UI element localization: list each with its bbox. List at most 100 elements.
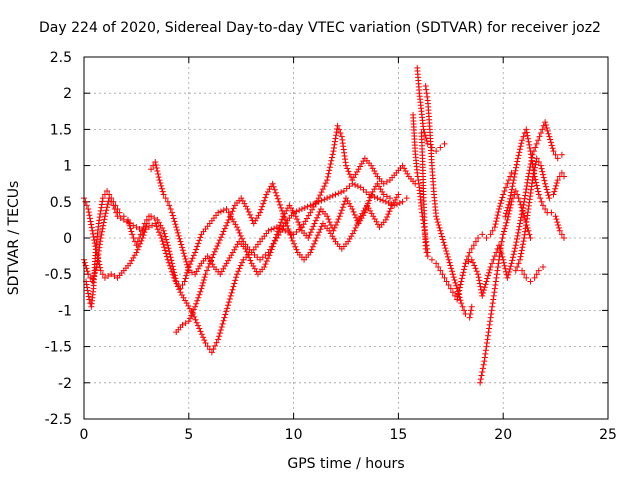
data-point [98, 204, 105, 211]
data-point [415, 180, 422, 187]
data-point [458, 300, 465, 307]
data-point [166, 248, 173, 255]
data-point [503, 219, 510, 226]
data-point [336, 213, 343, 220]
data-point [453, 282, 460, 289]
data-point [213, 245, 220, 252]
data-point [466, 249, 473, 256]
data-point [203, 267, 210, 274]
data-point [509, 183, 516, 190]
data-point [444, 250, 451, 257]
data-point [477, 376, 484, 383]
data-point [204, 343, 211, 350]
data-point [160, 191, 167, 198]
data-point [330, 148, 337, 155]
data-point [535, 137, 542, 144]
data-point [100, 222, 107, 229]
data-point [260, 200, 267, 207]
data-point [544, 127, 551, 134]
data-point [158, 235, 165, 241]
data-point [466, 314, 473, 321]
data-point [461, 266, 468, 273]
data-point [160, 241, 167, 248]
data-point [499, 194, 506, 201]
data-point [490, 256, 497, 263]
data-point [231, 280, 238, 287]
data-point [421, 224, 428, 231]
data-point [457, 297, 464, 304]
y-tick-label: 2.5 [50, 50, 72, 66]
data-point [468, 245, 475, 252]
data-point [382, 198, 389, 205]
data-point [385, 200, 392, 207]
data-point [208, 349, 215, 356]
data-point [247, 257, 254, 264]
x-tick-label: 15 [389, 427, 407, 443]
data-point [479, 365, 486, 372]
data-point [403, 195, 410, 202]
data-point [200, 279, 207, 286]
data-point [143, 216, 150, 223]
data-point [187, 261, 194, 268]
data-point [164, 239, 171, 246]
data-point [152, 161, 159, 168]
data-point [514, 158, 521, 165]
data-point [311, 220, 318, 227]
data-point [325, 170, 332, 177]
data-point [520, 201, 527, 208]
data-point [161, 230, 168, 237]
ticks: 0 5 10 15 20 25 -2.5 -2 -1.5 -1 -0.5 0 0.5 1 1.5 2 2.5 [45, 50, 617, 443]
x-tick-label: 20 [494, 427, 512, 443]
data-point [518, 214, 525, 221]
data-point [506, 269, 513, 276]
data-point [496, 242, 503, 249]
data-point [519, 137, 526, 144]
x-tick-label: 0 [80, 427, 89, 443]
data-point [308, 246, 315, 253]
data-point [101, 216, 108, 223]
data-point [282, 216, 289, 223]
y-tick-label: -1 [58, 303, 72, 319]
data-point [436, 224, 443, 231]
data-point [362, 206, 369, 213]
data-point [321, 183, 328, 190]
data-point [515, 152, 522, 159]
data-point [327, 160, 334, 167]
data-point [509, 254, 516, 261]
y-tick-label: 0 [63, 231, 72, 247]
data-point [184, 264, 191, 271]
data-point [491, 224, 498, 231]
data-point [419, 213, 426, 220]
data-point [558, 231, 565, 238]
data-point [516, 146, 523, 153]
data-point [99, 271, 106, 278]
data-point [187, 315, 194, 322]
data-point [226, 214, 233, 221]
data-point [293, 246, 300, 253]
data-point [525, 173, 532, 180]
data-point [245, 208, 252, 215]
data-point [179, 321, 186, 328]
data-point [310, 223, 317, 230]
data-point [377, 196, 384, 203]
data-point [479, 368, 486, 375]
data-point [498, 250, 505, 257]
data-point [524, 179, 531, 186]
data-point [271, 186, 278, 193]
data-point [197, 328, 204, 335]
data-point [316, 229, 323, 236]
data-point [334, 219, 341, 226]
data-point [164, 242, 171, 249]
data-point [439, 271, 446, 278]
data-point [174, 229, 181, 236]
data-point [215, 240, 222, 247]
data-point [296, 207, 303, 214]
data-point [534, 185, 541, 192]
data-point [178, 241, 185, 248]
data-point [257, 209, 264, 216]
data-point [489, 227, 496, 234]
data-point [293, 216, 300, 223]
data-point [482, 347, 489, 354]
data-point [553, 216, 560, 223]
data-point [282, 227, 289, 234]
